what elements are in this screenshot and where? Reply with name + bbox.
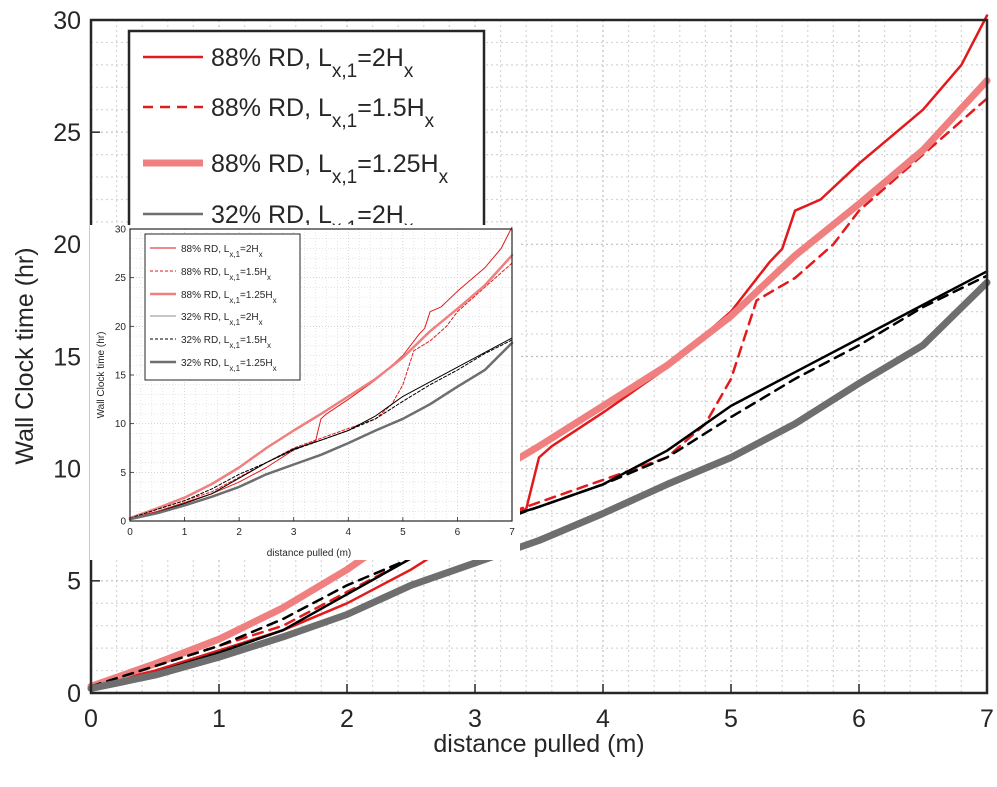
inset-x-tick-label: 7 [509, 527, 515, 538]
main-x-axis-label: distance pulled (m) [433, 730, 644, 758]
inset-y-tick-label: 15 [115, 371, 127, 382]
main-y-tick-label: 5 [67, 568, 81, 596]
main-series-line-5 [87, 279, 991, 692]
inset-series-group [128, 226, 514, 521]
inset-legend-label-32-15h: 32% RD, Lx,1=1.5Hx [181, 335, 271, 350]
main-legend-label-88-125h: 88% RD, Lx,1=1.25Hx [211, 150, 449, 188]
inset-series-line-0 [129, 226, 513, 519]
inset-y-tick-label: 20 [115, 322, 127, 333]
main-series-line-0 [89, 14, 989, 688]
main-x-tick-label: 2 [340, 705, 354, 733]
main-y-tick-label: 15 [53, 343, 81, 371]
main-x-tick-label: 1 [212, 705, 226, 733]
main-series-group [87, 14, 991, 692]
inset-x-tick-label: 5 [400, 527, 406, 538]
inset-y-tick-label: 25 [115, 273, 127, 284]
main-x-tick-label: 7 [980, 705, 994, 733]
inset-y-tick-label: 30 [115, 225, 127, 236]
main-y-tick-label: 0 [67, 680, 81, 708]
inset-legend-label-32-125h: 32% RD, Lx,1=1.25Hx [181, 358, 277, 373]
main-legend-label-88-15h: 88% RD, Lx,1=1.5Hx [211, 94, 435, 132]
main-series-line-4 [89, 274, 989, 688]
inset-legend-label-88-125h: 88% RD, Lx,1=1.25Hx [181, 290, 277, 305]
inset-series-line-5 [128, 341, 514, 521]
main-legend-label-88-2h: 88% RD, Lx,1=2Hx [211, 44, 414, 82]
inset-series-line-4 [129, 339, 513, 519]
inset-x-tick-label: 2 [236, 527, 242, 538]
main-legend-label-32-2h: 32% RD, Lx,1=2Hx [211, 201, 414, 239]
inset-y-tick-label: 0 [120, 517, 126, 528]
inset-legend-label-32-2h: 32% RD, Lx,1=2Hx [181, 312, 263, 327]
main-series-line-2 [87, 77, 991, 690]
inset-x-tick-label: 1 [182, 527, 188, 538]
inset-series-line-2 [128, 254, 514, 520]
main-x-tick-label: 3 [468, 705, 482, 733]
main-y-tick-label: 25 [53, 119, 81, 147]
main-x-tick-label: 4 [596, 705, 610, 733]
inset-x-axis-label: distance pulled (m) [267, 548, 351, 559]
inset-y-axis-label: Wall Clock time (hr) [96, 332, 107, 419]
inset-legend: 88% RD, Lx,1=2Hx 88% RD, Lx,1=1.5Hx 88% … [144, 233, 301, 381]
inset-legend-label-88-15h: 88% RD, Lx,1=1.5Hx [181, 267, 271, 282]
inset-y-tick-label: 10 [115, 419, 127, 430]
main-legend: 88% RD, Lx,1=2Hx 88% RD, Lx,1=1.5Hx 88% … [127, 29, 486, 239]
main-x-tick-label: 6 [852, 705, 866, 733]
inset-panel: 0 1 2 3 4 5 6 7 0 5 10 15 20 25 30 distance pulled (m)… [90, 225, 520, 560]
main-y-tick-label: 10 [53, 455, 81, 483]
inset-y-tick-label: 5 [120, 468, 126, 479]
inset-x-tick-label: 4 [346, 527, 352, 538]
main-y-tick-label: 30 [53, 7, 81, 35]
inset-x-tick-label: 6 [455, 527, 461, 538]
main-y-tick-label: 20 [53, 231, 81, 259]
inset-x-tick-label: 3 [291, 527, 297, 538]
main-x-tick-label: 0 [84, 705, 98, 733]
inset-legend-box [144, 233, 301, 381]
inset-ticks: 0 1 2 3 4 5 6 7 0 5 10 15 20 25 30 [115, 225, 515, 539]
inset-legend-label-88-2h: 88% RD, Lx,1=2Hx [181, 244, 263, 259]
inset-x-tick-label: 0 [127, 527, 133, 538]
main-legend-box [127, 29, 486, 234]
main-y-axis-label: Wall Clock time (hr) [11, 247, 39, 464]
main-x-tick-label: 5 [724, 705, 738, 733]
